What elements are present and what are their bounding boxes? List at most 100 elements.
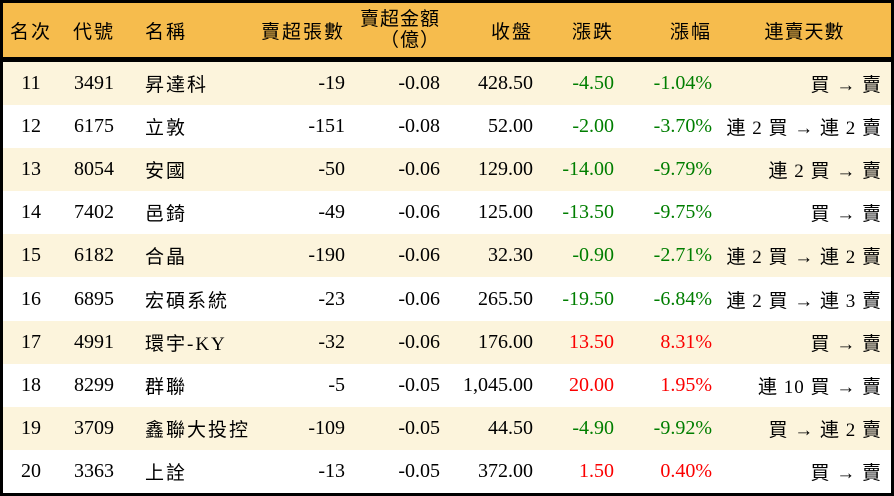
sell-amount-cell: -0.06 [398, 287, 440, 310]
table-row: 16 6895 宏碩系統 -23 -0.06 265.50 -19.50 -6.… [3, 277, 891, 321]
sell-amount-cell: -0.05 [398, 459, 440, 482]
close-cell: 52.00 [488, 115, 533, 138]
code-cell: 7402 [74, 201, 114, 224]
streak-cell: 連 2 買 → 賣 [768, 161, 882, 183]
sell-amount-cell: -0.08 [398, 115, 440, 138]
table-row: 11 3491 昇達科 -19 -0.08 428.50 -4.50 -1.04… [3, 62, 891, 106]
change-cell: -19.50 [562, 287, 614, 310]
sell-amount-cell: -0.06 [398, 201, 440, 224]
sell-amount-cell: -0.05 [398, 416, 440, 439]
change-pct-cell: 0.40% [660, 459, 712, 482]
name-cell: 環宇-KY [145, 333, 227, 355]
change-cell: -13.50 [562, 201, 614, 224]
close-cell: 372.00 [478, 459, 533, 482]
sell-volume-cell: -109 [308, 416, 345, 439]
change-cell: -0.90 [572, 244, 614, 267]
header-streak: 連賣天數 [764, 21, 845, 43]
rank-cell: 11 [21, 72, 41, 95]
close-cell: 32.30 [488, 244, 533, 267]
sell-volume-cell: -5 [328, 373, 345, 396]
sell-amount-cell: -0.08 [398, 72, 440, 95]
sell-volume-cell: -190 [308, 244, 345, 267]
rank-cell: 19 [21, 416, 41, 439]
code-cell: 3491 [74, 72, 114, 95]
sell-volume-cell: -13 [318, 459, 345, 482]
code-cell: 4991 [74, 330, 114, 353]
streak-cell: 買 → 賣 [810, 75, 882, 97]
change-cell: 13.50 [569, 330, 614, 353]
name-cell: 昇達科 [145, 75, 209, 97]
table-row: 20 3363 上詮 -13 -0.05 372.00 1.50 0.40% 買… [3, 449, 891, 493]
table-row: 15 6182 合晶 -190 -0.06 32.30 -0.90 -2.71%… [3, 234, 891, 278]
table-row: 12 6175 立敦 -151 -0.08 52.00 -2.00 -3.70%… [3, 105, 891, 149]
change-pct-cell: 8.31% [660, 330, 712, 353]
streak-cell: 買 → 賣 [810, 333, 882, 355]
rank-cell: 15 [21, 244, 41, 267]
name-cell: 鑫聯大投控 [145, 419, 251, 441]
streak-cell: 買 → 連 2 賣 [768, 419, 882, 441]
name-cell: 上詮 [145, 462, 188, 484]
rank-cell: 13 [21, 158, 41, 181]
table-header-row: 名次 代號 名稱 賣超張數 賣超金額 （億） 收盤 漲跌 漲幅 連賣天數 [3, 3, 891, 62]
change-pct-cell: 1.95% [660, 373, 712, 396]
streak-cell: 連 10 買 → 賣 [757, 376, 882, 398]
code-cell: 6895 [74, 287, 114, 310]
sell-amount-cell: -0.06 [398, 158, 440, 181]
rank-cell: 18 [21, 373, 41, 396]
code-cell: 3363 [74, 459, 114, 482]
header-sell-amount-line2: （億） [379, 30, 440, 51]
table-row: 13 8054 安國 -50 -0.06 129.00 -14.00 -9.79… [3, 148, 891, 192]
streak-cell: 連 2 買 → 連 3 賣 [726, 290, 882, 312]
sell-amount-cell: -0.06 [398, 244, 440, 267]
change-cell: -4.90 [572, 416, 614, 439]
name-cell: 群聯 [145, 376, 188, 398]
header-sell-amount-line1: 賣超金額 [359, 8, 440, 30]
close-cell: 428.50 [478, 72, 533, 95]
header-sell-volume: 賣超張數 [260, 21, 345, 43]
change-pct-cell: -6.84% [653, 287, 712, 310]
rank-cell: 14 [21, 201, 41, 224]
code-cell: 6182 [74, 244, 114, 267]
streak-cell: 買 → 賣 [810, 462, 882, 484]
rank-cell: 16 [21, 287, 41, 310]
table-row: 19 3709 鑫聯大投控 -109 -0.05 44.50 -4.90 -9.… [3, 406, 891, 450]
close-cell: 176.00 [478, 330, 533, 353]
change-pct-cell: -1.04% [653, 72, 712, 95]
change-pct-cell: -2.71% [653, 244, 712, 267]
header-close: 收盤 [490, 21, 533, 43]
table-body: 11 3491 昇達科 -19 -0.08 428.50 -4.50 -1.04… [3, 62, 891, 493]
close-cell: 125.00 [478, 201, 533, 224]
table-row: 18 8299 群聯 -5 -0.05 1,045.00 20.00 1.95%… [3, 363, 891, 407]
header-rank: 名次 [9, 21, 52, 43]
sell-volume-cell: -23 [318, 287, 345, 310]
name-cell: 立敦 [145, 118, 188, 140]
change-cell: -14.00 [562, 158, 614, 181]
rank-cell: 17 [21, 330, 41, 353]
change-pct-cell: -9.79% [653, 158, 712, 181]
table-row: 17 4991 環宇-KY -32 -0.06 176.00 13.50 8.3… [3, 320, 891, 364]
streak-cell: 買 → 賣 [810, 204, 882, 226]
name-cell: 邑錡 [145, 204, 188, 226]
code-cell: 3709 [74, 416, 114, 439]
change-cell: 20.00 [569, 373, 614, 396]
close-cell: 1,045.00 [463, 373, 533, 396]
sell-amount-cell: -0.05 [398, 373, 440, 396]
header-change-pct: 漲幅 [669, 21, 712, 43]
close-cell: 44.50 [488, 416, 533, 439]
close-cell: 129.00 [478, 158, 533, 181]
close-cell: 265.50 [478, 287, 533, 310]
change-cell: -2.00 [572, 115, 614, 138]
change-cell: -4.50 [572, 72, 614, 95]
sell-volume-cell: -19 [318, 72, 345, 95]
change-pct-cell: -9.75% [653, 201, 712, 224]
streak-cell: 連 2 買 → 連 2 賣 [726, 118, 882, 140]
change-pct-cell: -9.92% [653, 416, 712, 439]
code-cell: 8054 [74, 158, 114, 181]
sell-volume-cell: -151 [308, 115, 345, 138]
sell-volume-cell: -32 [318, 330, 345, 353]
name-cell: 安國 [145, 161, 188, 183]
header-sell-amount: 賣超金額 （億） [351, 9, 446, 52]
sell-amount-cell: -0.06 [398, 330, 440, 353]
header-name: 名稱 [145, 21, 188, 43]
change-pct-cell: -3.70% [653, 115, 712, 138]
